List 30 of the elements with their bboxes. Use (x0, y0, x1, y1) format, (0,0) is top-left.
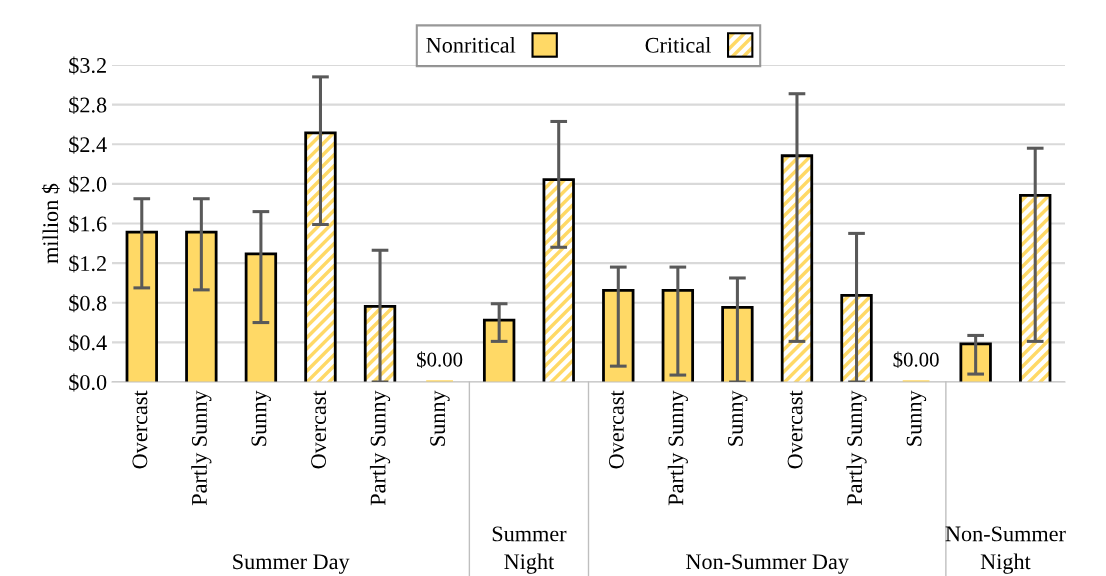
y-tick-label: $1.6 (69, 215, 107, 233)
y-axis-title: million $ (41, 183, 60, 264)
data-label: $0.00 (893, 351, 939, 369)
y-tick-label: $1.2 (69, 254, 106, 273)
x-tick-label: Sunny (251, 390, 271, 446)
x-tick-label: Sunny (727, 390, 748, 446)
y-tick-label: $0.4 (69, 333, 107, 352)
text: Non-Summer Day (686, 554, 849, 574)
y-tick-label: $2.4 (69, 135, 107, 154)
x-tick-label: Sunny (430, 390, 450, 446)
text: Summer Night (492, 526, 567, 574)
y-tick-label: $0.0 (69, 373, 107, 392)
x-tick-label: Overcast (311, 390, 327, 469)
x-tick-label: Overcast (132, 390, 148, 469)
text: Summer Day (233, 554, 350, 574)
x-tick-label: Sunny (906, 390, 927, 446)
legend-label: Nonritical (426, 37, 516, 53)
y-tick-label: $2.0 (69, 175, 107, 194)
text: Non-Summer Night (945, 526, 1066, 574)
x-tick-label: Partly Sunny (846, 390, 867, 506)
legend-label: Critical (645, 37, 711, 53)
data-label: $0.00 (417, 351, 463, 369)
x-tick-label: Overcast (787, 390, 803, 469)
x-tick-label: Partly Sunny (667, 390, 688, 506)
y-tick-label: $2.8 (69, 96, 107, 115)
y-tick-label: $3.2 (69, 56, 106, 75)
y-tick-label: $0.8 (69, 294, 107, 313)
x-tick-label: Partly Sunny (191, 390, 212, 506)
x-tick-label: Partly Sunny (369, 390, 391, 506)
x-tick-label: Overcast (608, 390, 624, 469)
